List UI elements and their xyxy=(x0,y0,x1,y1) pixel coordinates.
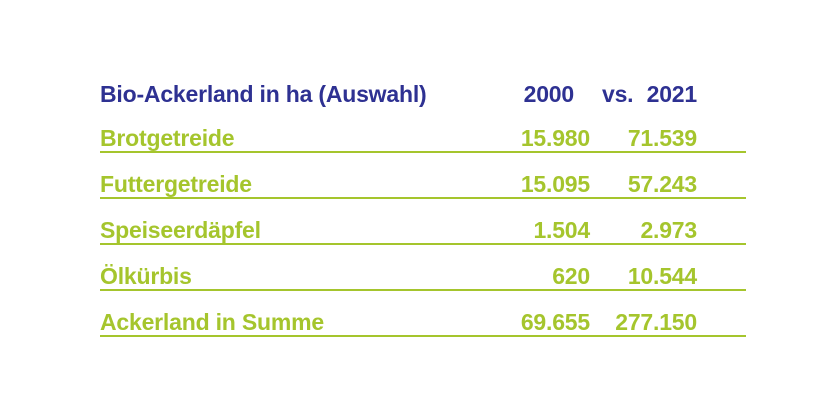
column-header-right-group: vs. 2021 xyxy=(590,82,697,106)
table-row: Futtergetreide 15.095 57.243 xyxy=(100,153,746,199)
value-2000: 15.980 xyxy=(520,124,590,151)
value-2000: 15.095 xyxy=(520,170,590,197)
row-label: Ölkürbis xyxy=(100,262,192,289)
table-row: Ölkürbis 620 10.544 xyxy=(100,245,746,291)
bio-ackerland-table: Bio-Ackerland in ha (Auswahl) 2000 vs. 2… xyxy=(100,61,746,337)
versus-label: vs. xyxy=(602,80,634,107)
table-header-row: Bio-Ackerland in ha (Auswahl) 2000 vs. 2… xyxy=(100,61,746,107)
value-2021: 71.539 xyxy=(627,124,697,151)
row-label: Ackerland in Summe xyxy=(100,308,324,335)
column-header-2000: 2000 xyxy=(523,80,575,107)
table-row: Speiseerdäpfel 1.504 2.973 xyxy=(100,199,746,245)
value-2000: 69.655 xyxy=(520,308,590,335)
value-2000: 620 xyxy=(552,262,590,289)
value-2000: 1.504 xyxy=(533,216,590,243)
value-2021: 277.150 xyxy=(615,308,697,335)
value-2021: 2.973 xyxy=(640,216,697,243)
value-2021: 10.544 xyxy=(627,262,697,289)
table-row-total: Ackerland in Summe 69.655 277.150 xyxy=(100,291,746,337)
table-row: Brotgetreide 15.980 71.539 xyxy=(100,107,746,153)
table-title: Bio-Ackerland in ha (Auswahl) xyxy=(100,80,427,107)
row-label: Speiseerdäpfel xyxy=(100,216,261,243)
row-label: Brotgetreide xyxy=(100,124,235,151)
row-label: Futtergetreide xyxy=(100,170,252,197)
value-2021: 57.243 xyxy=(627,170,697,197)
column-header-2021: 2021 xyxy=(646,80,698,107)
